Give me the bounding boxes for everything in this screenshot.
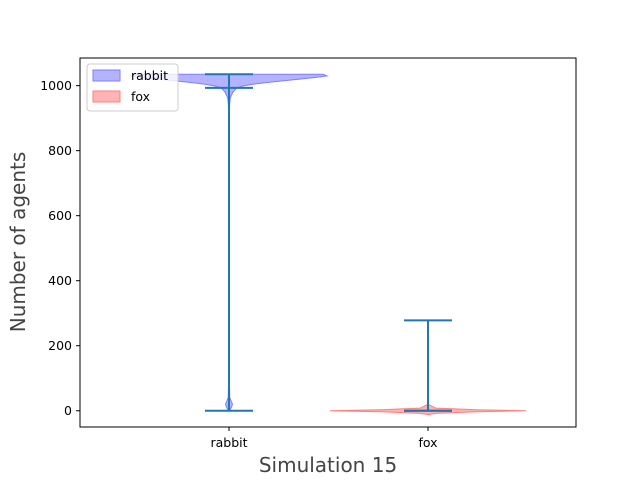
y-axis-ticks: 0 200 400 600 800 1000 [40,78,80,418]
legend-label-rabbit: rabbit [131,68,168,83]
y-tick-label: 0 [64,403,72,418]
y-tick-label: 1000 [40,78,72,93]
legend: rabbit fox [86,63,179,112]
y-tick-label: 600 [48,208,72,223]
whisker-layer [205,73,452,412]
x-tick-label: fox [418,435,437,450]
y-tick-label: 800 [48,143,72,158]
legend-label-fox: fox [131,89,150,104]
x-tick-label: rabbit [210,435,247,450]
y-tick-label: 400 [48,273,72,288]
y-tick-label: 200 [48,338,72,353]
legend-swatch-fox [92,90,121,103]
y-axis-label: Number of agents [6,152,30,333]
legend-swatch-rabbit [92,69,121,82]
x-axis-label: Simulation 15 [259,453,397,477]
x-axis-ticks: rabbit fox [210,427,438,450]
violin-fox [329,320,527,416]
plot-frame [79,57,577,428]
